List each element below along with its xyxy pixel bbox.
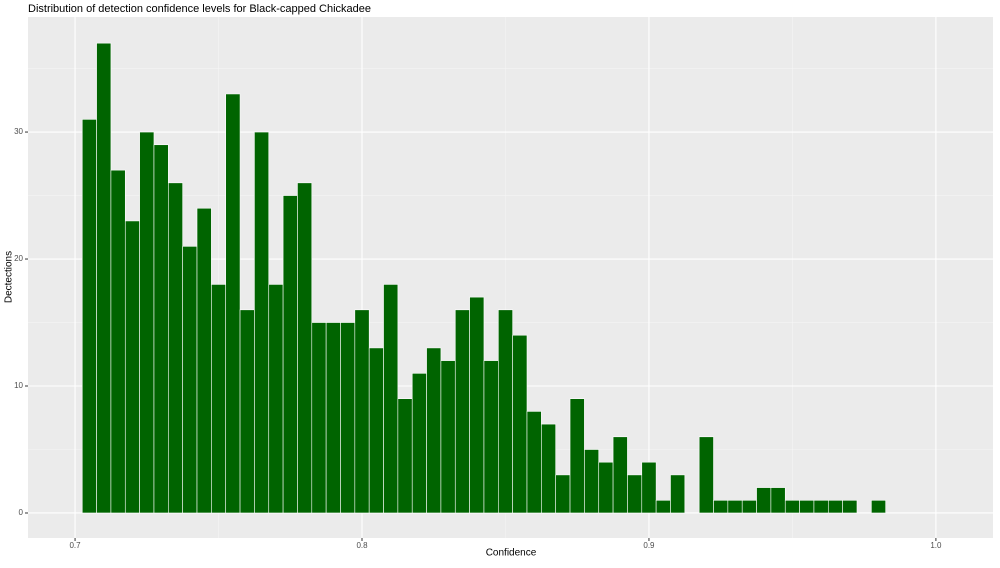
bar <box>799 499 815 514</box>
bar <box>96 42 112 514</box>
bar <box>340 322 356 514</box>
bar <box>426 347 442 514</box>
bars <box>81 42 886 514</box>
bar <box>670 474 686 514</box>
bar <box>871 499 886 514</box>
bar <box>139 131 155 514</box>
bar <box>512 334 528 514</box>
bar <box>397 398 413 514</box>
bar <box>368 347 384 514</box>
bar <box>784 499 800 514</box>
x-tick-label: 0.9 <box>643 541 655 550</box>
x-tick-label: 1.0 <box>930 541 942 550</box>
bar <box>81 119 97 514</box>
bar <box>612 436 628 514</box>
y-axis-label: Dectections <box>4 251 15 303</box>
bar <box>354 309 370 514</box>
bar <box>168 182 183 514</box>
bar <box>813 499 829 514</box>
bar <box>598 461 614 514</box>
bar <box>627 474 643 514</box>
y-tick-label: 10 <box>14 381 23 390</box>
bar <box>196 207 212 514</box>
bar <box>756 487 772 514</box>
bar <box>297 182 313 514</box>
bar <box>153 144 169 514</box>
bar <box>483 360 499 514</box>
bar <box>555 474 571 514</box>
bar <box>713 499 729 514</box>
bar <box>741 499 757 514</box>
bar <box>469 296 485 514</box>
bar <box>182 246 198 514</box>
bar <box>454 309 470 514</box>
bar <box>383 284 399 514</box>
bar <box>239 309 255 514</box>
bar <box>641 461 657 514</box>
x-tick-label: 0.7 <box>69 541 81 550</box>
bar <box>325 322 341 514</box>
bar <box>698 436 714 514</box>
bar <box>124 220 140 514</box>
bar <box>411 373 427 514</box>
x-tick-label: 0.8 <box>356 541 368 550</box>
bar <box>211 284 227 514</box>
bar <box>110 169 126 514</box>
bar <box>311 322 327 514</box>
bar <box>842 499 858 514</box>
y-tick-label: 20 <box>14 254 23 263</box>
bar <box>282 195 298 514</box>
bar <box>584 449 600 514</box>
bar <box>655 499 671 514</box>
bar <box>827 499 843 514</box>
grid <box>28 17 993 538</box>
bar <box>727 499 743 514</box>
bar <box>569 398 585 514</box>
bar <box>440 360 456 514</box>
chart-title: Distribution of detection confidence lev… <box>28 3 371 15</box>
bar <box>268 284 284 514</box>
y-tick-label: 30 <box>14 127 23 136</box>
x-axis-label: Confidence <box>486 548 537 559</box>
bar <box>526 411 542 514</box>
bar <box>498 309 513 514</box>
bar <box>254 131 270 514</box>
y-tick-label: 0 <box>19 508 24 517</box>
bar <box>541 423 556 514</box>
bar <box>770 487 786 514</box>
bar <box>225 93 241 514</box>
